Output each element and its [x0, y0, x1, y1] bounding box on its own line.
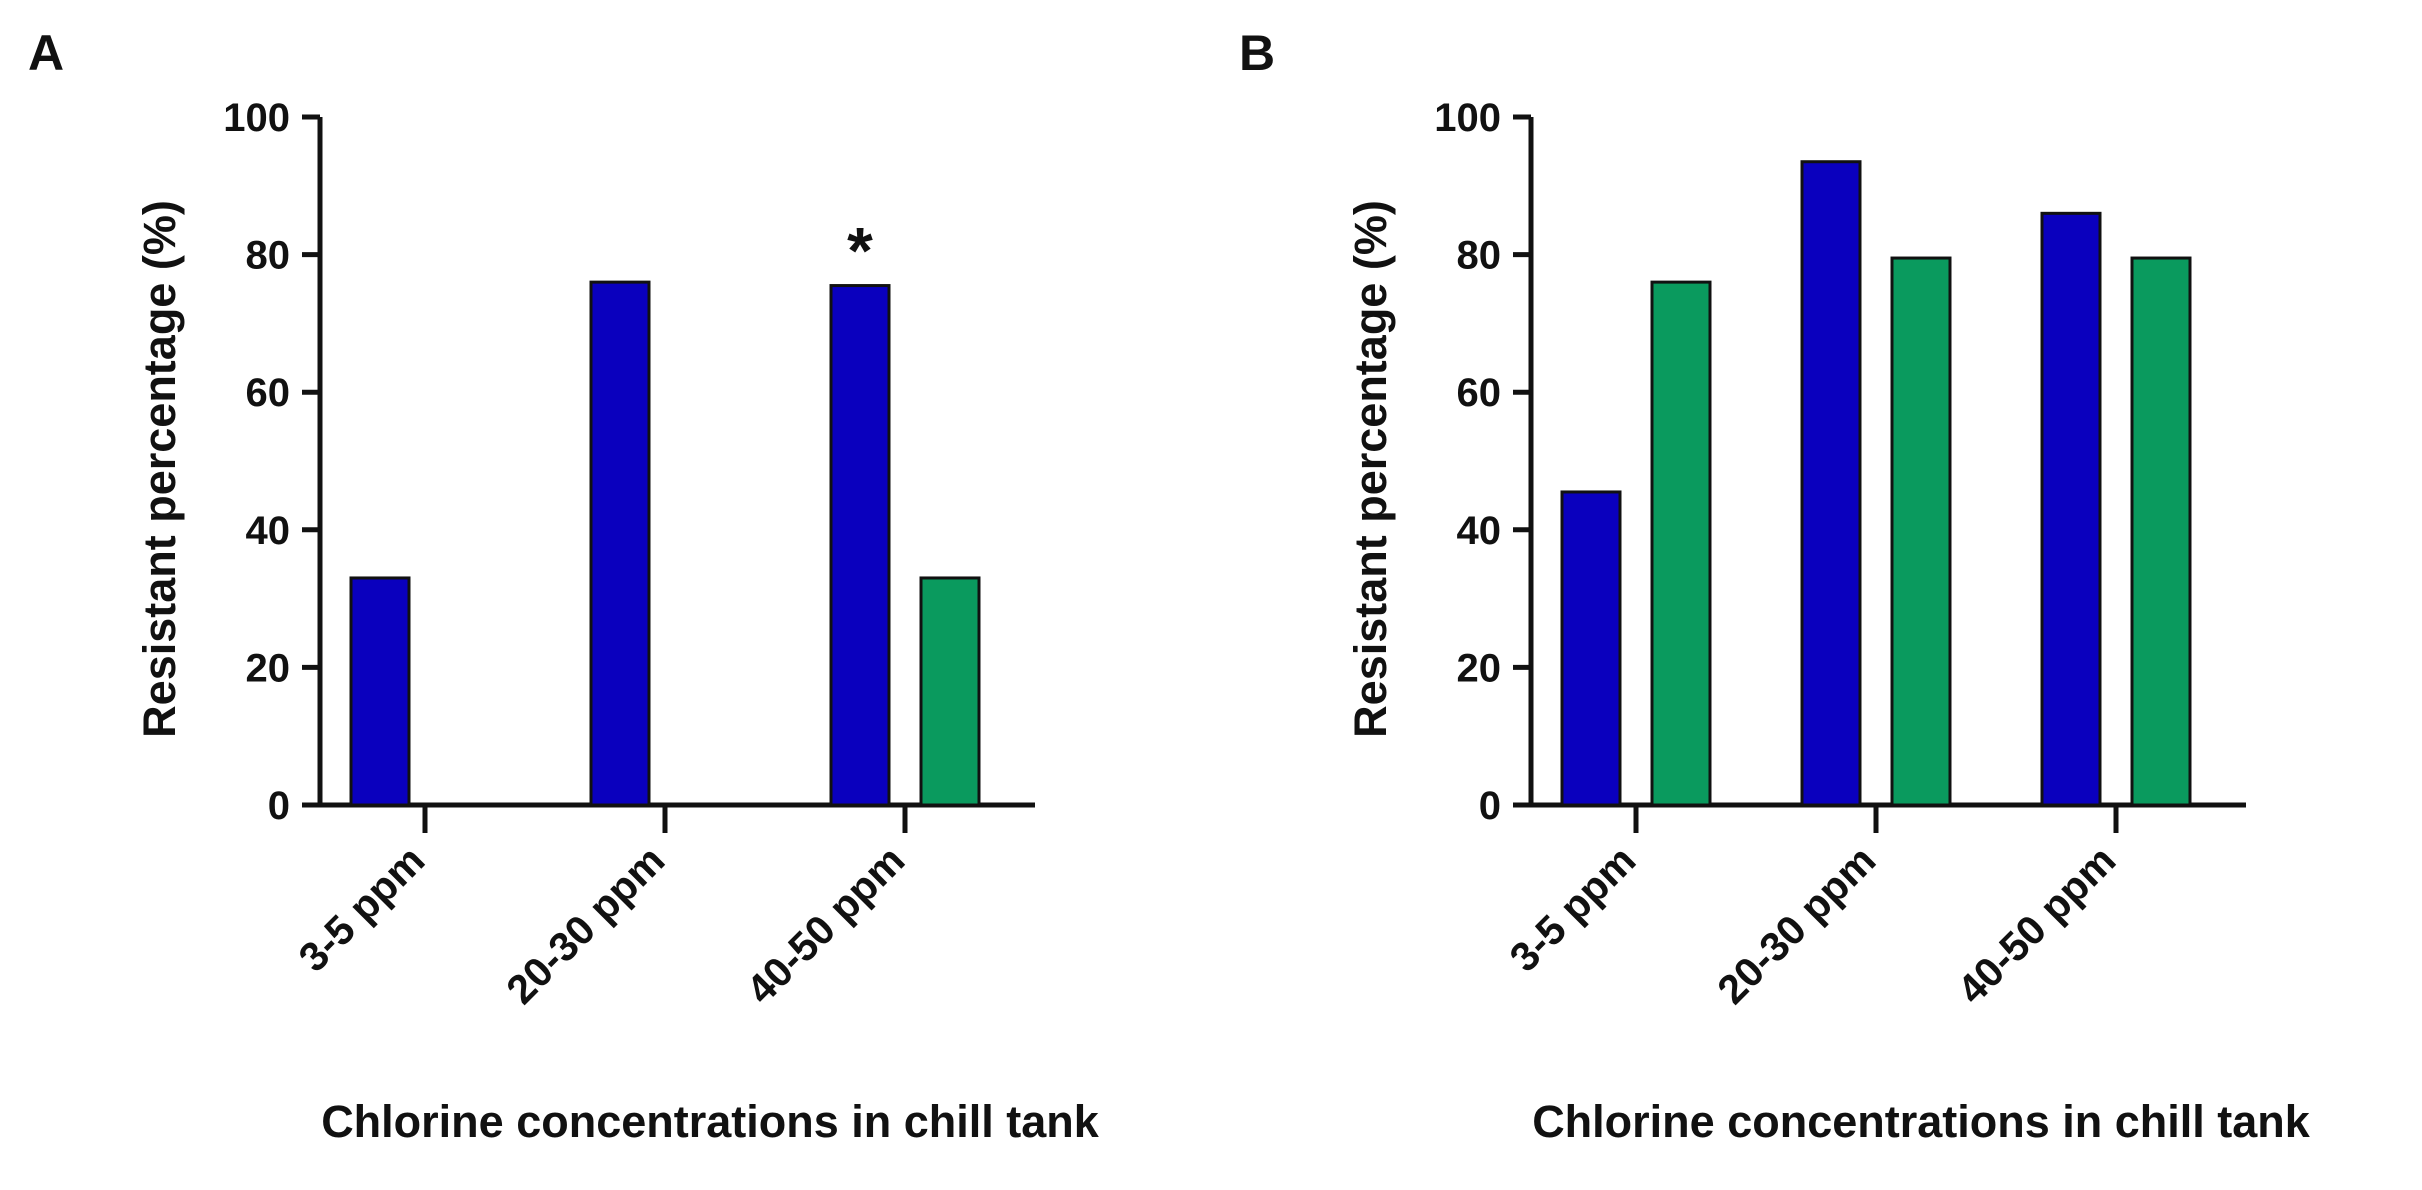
y-tick-label: 20	[246, 646, 291, 690]
x-tick-label: 20-30 ppm	[497, 837, 673, 1013]
y-tick-label: 40	[1457, 509, 1502, 553]
bar-blue-0	[349, 576, 411, 807]
y-tick-label: 100	[1434, 96, 1501, 140]
bar-green-2	[2130, 256, 2192, 807]
panel-label: B	[1239, 25, 1275, 81]
bar-blue-1	[589, 280, 651, 807]
x-tick-label: 20-30 ppm	[1708, 837, 1884, 1013]
y-tick-label: 100	[223, 96, 290, 140]
bar-blue-2	[829, 284, 891, 807]
x-tick-label: 40-50 ppm	[737, 837, 913, 1013]
y-axis-title: Resistant percentage (%)	[1345, 200, 1396, 738]
bar-blue-1	[1800, 160, 1862, 807]
panel-b: B 0 20 40 60 80 100 Resistant percentage (%) 3-5…	[1239, 25, 2311, 1147]
bar-green-2	[919, 576, 981, 807]
y-tick-label: 60	[246, 371, 291, 415]
x-tick-label: 3-5 ppm	[1501, 837, 1645, 981]
significance-marker: *	[847, 214, 873, 288]
y-tick-label: 0	[1479, 784, 1501, 828]
bar-blue-2	[2040, 211, 2102, 807]
bar-green-1	[1890, 256, 1952, 807]
y-tick-label: 40	[246, 509, 291, 553]
y-tick-label: 0	[268, 784, 290, 828]
x-axis-title: Chlorine concentrations in chill tank	[1532, 1096, 2311, 1147]
x-axis-title: Chlorine concentrations in chill tank	[321, 1096, 1100, 1147]
y-axis-title: Resistant percentage (%)	[134, 200, 185, 738]
x-tick-label: 40-50 ppm	[1948, 837, 2124, 1013]
bar-blue-0	[1560, 490, 1622, 807]
y-tick-label: 20	[1457, 646, 1502, 690]
panel-a: A 0 20 40 60 80 100 Resistant percentage (%) 3-5…	[28, 25, 1100, 1147]
bar-green-0	[1650, 280, 1712, 807]
y-tick-label: 80	[1457, 234, 1502, 278]
x-tick-label: 3-5 ppm	[290, 837, 434, 981]
panel-label: A	[28, 25, 64, 81]
y-tick-label: 60	[1457, 371, 1502, 415]
y-tick-label: 80	[246, 234, 291, 278]
